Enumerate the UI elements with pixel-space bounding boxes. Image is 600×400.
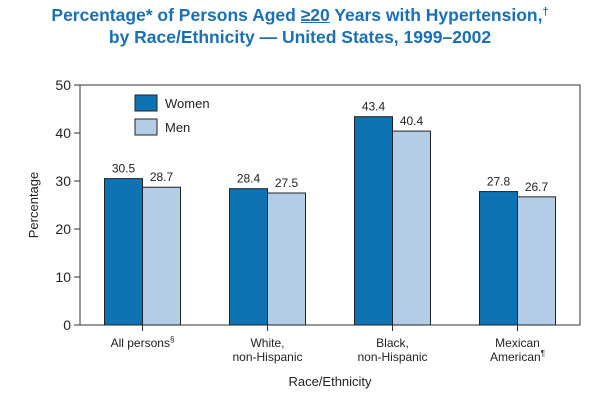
data-label-women-2: 43.4 <box>362 100 386 114</box>
bar-men-0 <box>142 186 181 326</box>
data-label-women-3: 27.8 <box>487 175 511 189</box>
chart-bars <box>104 116 556 326</box>
chart-category-labels: All persons§ White, non-Hispanic Black, non-… <box>111 335 545 364</box>
data-label-men-2: 40.4 <box>400 114 424 128</box>
bar-men-3 <box>517 196 556 326</box>
title-age-threshold: ≥20 <box>300 5 330 25</box>
y-tick-label-0: 0 <box>63 317 71 333</box>
y-tick-label-50: 50 <box>55 77 71 93</box>
y-axis-label: Percentage <box>26 172 41 239</box>
data-label-men-1: 27.5 <box>275 176 299 190</box>
data-label-men-3: 26.7 <box>525 180 549 194</box>
bar-women-0 <box>104 178 143 326</box>
chart-data-labels: 30.5 28.7 28.4 27.5 43.4 40.4 27.8 26.7 <box>112 100 549 194</box>
bar-men-1 <box>267 192 306 326</box>
bar-women-3 <box>479 191 518 326</box>
x-axis-label: Race/Ethnicity <box>288 374 372 389</box>
category-label-3: Mexican American¶ <box>490 336 545 364</box>
chart-title: Percentage* of Persons Aged ≥20 Years wi… <box>0 4 600 48</box>
legend-label-men: Men <box>165 120 190 135</box>
category-label-1: White, non-Hispanic <box>232 336 302 364</box>
y-tick-label-10: 10 <box>55 269 71 285</box>
y-tick-label-30: 30 <box>55 173 71 189</box>
bar-women-2 <box>354 116 393 326</box>
category-label-2: Black, non-Hispanic <box>357 336 427 364</box>
category-label-0: All persons§ <box>111 335 175 350</box>
chart-legend: Women Men <box>134 94 210 136</box>
plot-frame <box>79 84 581 326</box>
data-label-men-0: 28.7 <box>150 170 174 184</box>
title-dagger-mark: † <box>542 6 549 18</box>
data-label-women-0: 30.5 <box>112 162 136 176</box>
legend-swatch-women <box>134 94 158 112</box>
title-line-1: Percentage* of Persons Aged ≥20 Years wi… <box>51 5 548 25</box>
title-line-2: by Race/Ethnicity — United States, 1999–… <box>108 27 492 47</box>
y-tick-label-40: 40 <box>55 125 71 141</box>
title-part2: Years with Hypertension, <box>329 5 543 25</box>
bar-men-2 <box>392 130 431 326</box>
legend-swatch-men <box>134 118 158 136</box>
chart-axes: 0 10 20 30 40 50 <box>55 77 581 333</box>
title-part1: Percentage* of Persons Aged <box>51 5 301 25</box>
legend-label-women: Women <box>165 96 210 111</box>
bar-women-1 <box>229 188 268 326</box>
data-label-women-1: 28.4 <box>237 172 261 186</box>
y-tick-label-20: 20 <box>55 221 71 237</box>
